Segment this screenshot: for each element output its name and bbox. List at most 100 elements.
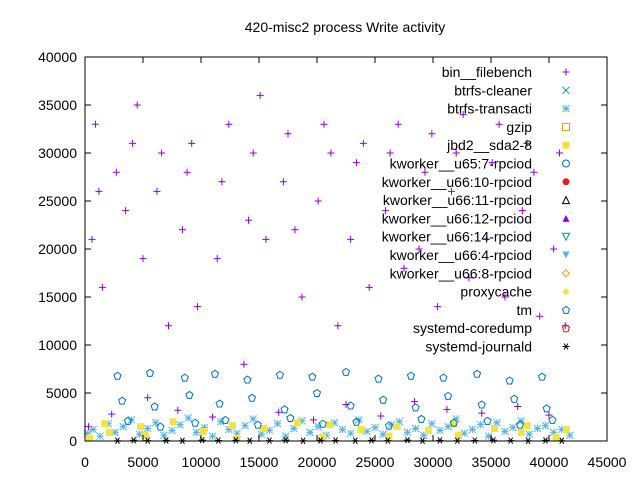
data-point <box>208 432 217 441</box>
data-point <box>417 414 426 423</box>
data-point <box>410 398 418 406</box>
data-point <box>98 283 106 291</box>
data-point <box>91 120 99 128</box>
data-point <box>550 245 558 253</box>
data-point <box>143 424 152 433</box>
data-point <box>419 431 428 440</box>
data-point <box>298 293 306 301</box>
data-point <box>338 425 347 434</box>
data-point <box>150 402 159 411</box>
data-point <box>495 120 503 128</box>
data-point <box>314 197 322 205</box>
legend-label: kworker__u66:8-rpciod <box>390 265 532 281</box>
data-point <box>548 415 557 424</box>
legend: bin__filebench btrfs-cleaner btrfs-transac… <box>382 64 571 355</box>
data-point <box>320 120 328 128</box>
data-point <box>275 408 283 416</box>
data-point <box>346 401 355 410</box>
data-point <box>210 369 220 378</box>
data-point <box>176 420 184 429</box>
y-tick-label: 10000 <box>38 337 77 353</box>
data-point <box>137 423 145 431</box>
data-point <box>129 139 137 147</box>
data-point <box>347 235 355 243</box>
data-point <box>517 428 525 436</box>
data-point <box>191 418 200 427</box>
data-point <box>455 431 463 439</box>
x-tick-label: 35000 <box>472 454 511 470</box>
data-point <box>411 403 420 412</box>
data-point <box>484 432 493 441</box>
data-point <box>415 245 423 253</box>
data-point <box>273 419 282 428</box>
data-point <box>165 322 173 330</box>
y-tick-label: 5000 <box>46 385 77 401</box>
data-point <box>523 139 531 147</box>
data-point <box>542 437 550 444</box>
data-point <box>130 436 138 444</box>
data-point <box>387 420 396 429</box>
data-point <box>135 430 144 439</box>
data-point <box>509 423 517 432</box>
data-point <box>318 419 327 428</box>
legend-label: kworker__u66:10-rpciod <box>382 174 532 190</box>
data-point <box>436 426 444 435</box>
data-point <box>310 416 318 424</box>
legend-marker <box>562 86 570 95</box>
data-point <box>141 431 149 439</box>
data-point <box>96 432 104 441</box>
data-point <box>153 187 161 195</box>
x-axis: 0 5000 10000 15000 20000 25000 30000 35000 40000… <box>81 57 627 470</box>
data-point <box>444 422 452 431</box>
data-point <box>384 421 394 430</box>
legend-marker <box>561 232 571 242</box>
data-point <box>200 423 209 432</box>
data-point <box>477 400 486 409</box>
data-point <box>501 293 509 301</box>
data-point <box>249 149 257 157</box>
data-point <box>282 436 290 444</box>
data-point <box>352 159 360 167</box>
data-point <box>308 372 317 381</box>
y-tick-label: 35000 <box>38 97 77 113</box>
legend-label: kworker__u65:7-rpciod <box>390 156 532 172</box>
data-point <box>483 416 492 425</box>
data-point <box>381 207 389 215</box>
data-point <box>428 130 436 138</box>
data-point <box>275 370 284 379</box>
data-point <box>249 415 258 423</box>
data-point <box>443 391 453 400</box>
data-point <box>448 187 456 195</box>
data-point <box>101 420 109 428</box>
data-point <box>400 264 408 272</box>
data-point <box>185 390 194 399</box>
data-point <box>403 428 412 437</box>
data-point <box>562 425 570 433</box>
data-point <box>518 207 526 215</box>
data-point <box>118 396 127 405</box>
data-point <box>490 425 498 433</box>
data-point <box>472 369 482 378</box>
legend-label: btrfs-transacti <box>447 101 532 117</box>
data-point <box>530 168 538 176</box>
data-point <box>545 411 553 419</box>
data-point <box>241 421 249 430</box>
legend-marker <box>562 104 570 113</box>
data-point <box>505 376 514 385</box>
data-point <box>449 418 458 427</box>
data-point <box>123 416 133 425</box>
data-point <box>334 322 342 330</box>
y-tick-label: 20000 <box>38 241 77 257</box>
x-tick-label: 40000 <box>530 454 569 470</box>
data-point <box>194 303 202 311</box>
data-point <box>515 420 525 429</box>
data-point <box>281 432 290 441</box>
data-point <box>385 432 393 440</box>
legend-marker <box>561 305 571 314</box>
x-tick-label: 20000 <box>298 454 337 470</box>
x-tick-label: 25000 <box>356 454 395 470</box>
data-point <box>566 431 574 440</box>
data-point <box>243 375 252 384</box>
x-tick-label: 30000 <box>414 454 453 470</box>
data-point <box>439 373 448 382</box>
